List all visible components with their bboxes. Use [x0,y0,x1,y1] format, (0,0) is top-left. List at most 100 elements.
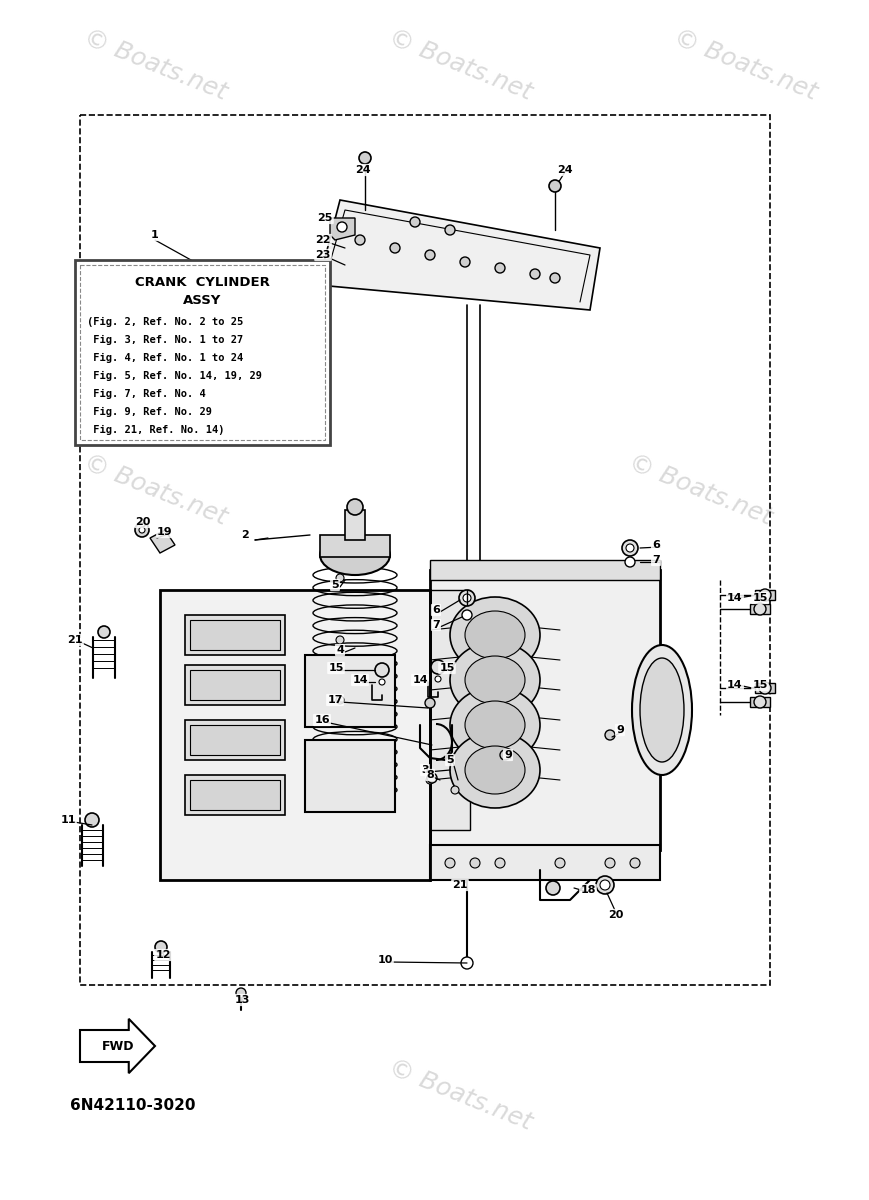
Text: © Boats.net: © Boats.net [670,25,820,104]
Ellipse shape [600,880,610,890]
Ellipse shape [462,610,472,620]
Ellipse shape [530,269,540,278]
Ellipse shape [435,676,441,682]
Ellipse shape [495,858,505,868]
Text: 5: 5 [446,755,454,766]
Text: 14: 14 [727,680,743,690]
Bar [190,725,280,755]
Text: 5: 5 [331,580,339,590]
Text: 19: 19 [157,527,173,538]
Ellipse shape [605,858,615,868]
Ellipse shape [359,152,371,164]
Polygon shape [150,530,175,553]
Text: Fig. 4, Ref. No. 1 to 24: Fig. 4, Ref. No. 1 to 24 [87,353,243,364]
Ellipse shape [410,217,420,227]
Text: 9: 9 [616,725,624,734]
Bar [345,510,365,540]
Ellipse shape [625,557,635,566]
Text: 13: 13 [235,995,249,1006]
Ellipse shape [470,858,480,868]
Ellipse shape [236,988,246,998]
Ellipse shape [426,776,434,784]
Bar [190,780,280,810]
Bar [190,620,280,650]
Text: 12: 12 [156,950,170,960]
Ellipse shape [450,686,540,763]
Text: 7: 7 [652,554,660,565]
Ellipse shape [450,732,540,808]
Ellipse shape [549,180,561,192]
Text: Fig. 21, Ref. No. 14): Fig. 21, Ref. No. 14) [87,425,224,436]
Ellipse shape [139,527,145,533]
Ellipse shape [85,814,99,827]
Text: 15: 15 [753,680,767,690]
Text: 6: 6 [652,540,660,550]
Ellipse shape [459,590,475,606]
Bar [185,720,285,760]
Text: Fig. 9, Ref. No. 29: Fig. 9, Ref. No. 29 [87,407,212,418]
Bar [750,604,770,614]
Text: 6N42110-3020: 6N42110-3020 [70,1098,196,1112]
Bar [160,590,430,880]
Bar [75,260,330,445]
Ellipse shape [546,881,560,895]
Polygon shape [80,1019,155,1073]
Ellipse shape [375,662,389,677]
Text: 14: 14 [727,593,743,602]
Text: 8: 8 [426,770,434,780]
Bar [185,614,285,655]
Polygon shape [330,218,355,240]
Text: 3: 3 [421,766,428,775]
Text: Fig. 5, Ref. No. 14, 19, 29: Fig. 5, Ref. No. 14, 19, 29 [87,371,262,382]
Ellipse shape [500,750,510,760]
Ellipse shape [445,226,455,235]
Bar [80,115,770,985]
Text: 1: 1 [151,230,159,240]
Text: Fig. 7, Ref. No. 4: Fig. 7, Ref. No. 4 [87,389,206,400]
Text: 24: 24 [355,164,371,175]
Ellipse shape [465,656,525,704]
Text: 25: 25 [317,214,333,223]
Ellipse shape [379,679,385,685]
Text: 15: 15 [440,662,454,673]
Bar [430,570,660,850]
Ellipse shape [390,242,400,253]
Bar [755,590,775,600]
Bar [430,845,660,880]
Text: 21: 21 [67,635,83,646]
Ellipse shape [550,272,560,283]
Ellipse shape [605,730,615,740]
Ellipse shape [320,535,390,575]
Text: 11: 11 [60,815,76,826]
Bar [190,670,280,700]
Ellipse shape [596,876,614,894]
Text: ASSY: ASSY [183,294,222,306]
Ellipse shape [759,682,771,694]
Ellipse shape [450,642,540,718]
Polygon shape [318,200,600,310]
Bar [185,775,285,815]
Bar [305,655,395,727]
Ellipse shape [431,660,445,674]
Ellipse shape [425,698,435,708]
Text: Fig. 3, Ref. No. 1 to 27: Fig. 3, Ref. No. 1 to 27 [87,335,243,346]
Text: 15: 15 [328,662,343,673]
Ellipse shape [463,594,471,602]
Ellipse shape [630,858,640,868]
Text: 15: 15 [753,593,767,602]
Ellipse shape [337,222,347,232]
Ellipse shape [465,701,525,749]
Ellipse shape [632,646,692,775]
Ellipse shape [640,658,684,762]
Ellipse shape [347,499,363,515]
Ellipse shape [465,611,525,659]
Bar [80,265,325,440]
Ellipse shape [425,250,435,260]
Ellipse shape [754,696,766,708]
Ellipse shape [98,626,110,638]
Bar [185,665,285,704]
Text: 16: 16 [315,715,330,725]
Text: 6: 6 [432,605,440,614]
Ellipse shape [626,544,634,552]
Text: 14: 14 [412,674,428,685]
